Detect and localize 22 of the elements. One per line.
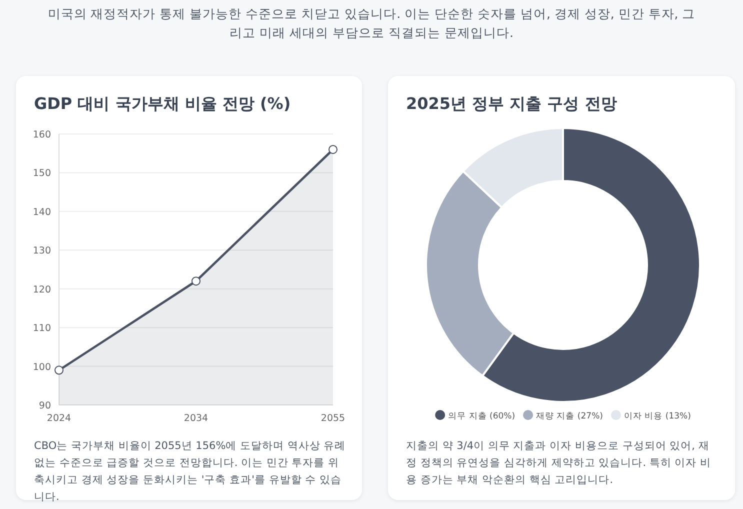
legend-label: 이자 비용 (13%) [624,412,691,422]
point [54,366,64,375]
y-tick-label: 110 [32,323,51,334]
y-tick-label: 140 [32,206,51,218]
point [328,144,338,154]
legend-label: 재량 지출 (27%) [536,412,603,422]
y-tick-label: 90 [38,400,51,412]
text: 미국의 재정적자가 통제 불가능한 수준으로 치닫고 있습니다. 이는 단순한 숫자를 넘어, 경제 성장, 민간 투자, 그리고 미래 세대의 부담으로 직결되는 문제입니다. [46,5,696,42]
text: 지출의 약 3/4이 의무 지출과 이자 비용으로 구성되어 있어, 재정 정책의 유연성을 심각하게 제약하고 있습니다. 특히 이자 비용 증가는 부채 악순환의 핵심 고리입니다. [406,439,712,488]
chart-title: GDP 대비 국가부채 비율 전망 (%) [34,94,291,115]
y-tick-label: 160 [32,130,51,140]
text: CBO는 국가부채 비율이 2055년 156%에 도달하며 역사상 유례없는 수준으로 급증할 것으로 전망합니다. 이는 민간 투자를 위축시키고 경제 성장을 둔화시키는 '구축 효과'를 유발할 수 있습니다. [34,439,346,505]
y-tick-label: 150 [32,168,51,180]
chart-title: 2025년 정부 지출 구성 전망 [406,94,617,115]
legend-label: 의무 지출 (60%) [448,412,516,422]
x-tick-label: 2034 [184,413,208,424]
x-tick-label: 2055 [320,413,346,424]
x-tick-label: 2024 [46,413,72,424]
point [192,276,200,286]
y-tick-label: 120 [32,284,51,296]
y-tick-label: 130 [32,246,51,257]
y-tick-label: 100 [32,362,51,373]
